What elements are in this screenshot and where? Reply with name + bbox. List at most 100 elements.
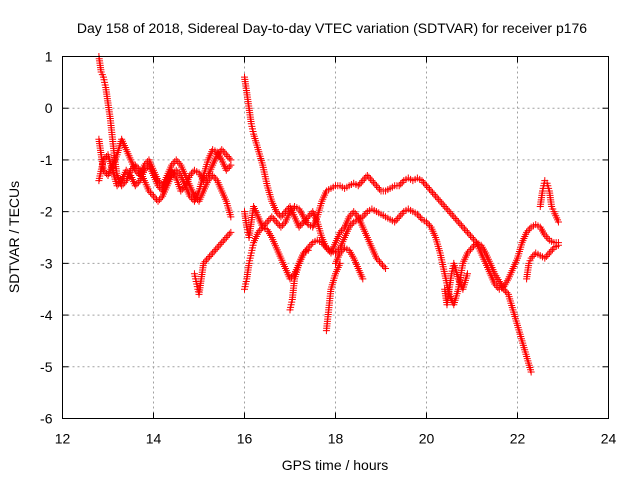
data-point	[213, 244, 221, 252]
data-point	[524, 227, 532, 235]
data-point	[201, 258, 209, 266]
data-point	[372, 182, 380, 190]
y-tick-label: -5	[40, 359, 53, 375]
data-point	[256, 227, 264, 235]
data-point	[418, 177, 426, 185]
x-tick-label: 24	[601, 431, 617, 447]
data-point	[360, 211, 368, 219]
data-point	[382, 265, 390, 273]
data-point	[468, 244, 476, 252]
data-point	[374, 184, 382, 192]
data-point	[357, 178, 365, 186]
data-point	[227, 213, 235, 221]
data-point	[272, 208, 280, 216]
data-point	[347, 211, 355, 219]
data-point	[500, 285, 508, 293]
y-axis-label: SDTVAR / TECUs	[6, 181, 22, 293]
data-point	[271, 216, 279, 224]
series-arc-2	[95, 135, 235, 221]
data-point	[218, 239, 226, 247]
data-point	[554, 241, 562, 249]
data-point	[436, 197, 444, 205]
data-point	[133, 168, 141, 176]
data-point	[433, 194, 441, 202]
data-point	[439, 201, 447, 209]
series-arc-7	[241, 205, 535, 376]
data-point	[304, 246, 312, 254]
data-point	[450, 213, 458, 221]
data-point	[115, 180, 123, 188]
data-point	[463, 270, 471, 278]
x-tick-label: 16	[237, 431, 253, 447]
data-point	[156, 196, 164, 204]
data-point	[453, 216, 461, 224]
data-point	[224, 152, 232, 160]
data-point	[221, 149, 229, 157]
x-tick-label: 18	[328, 431, 344, 447]
data-point	[224, 232, 232, 240]
data-point	[180, 184, 188, 192]
data-point	[451, 215, 459, 223]
data-point	[369, 178, 377, 186]
data-point	[203, 173, 211, 181]
data-point	[362, 209, 370, 217]
data-point	[360, 175, 368, 183]
data-point	[278, 211, 286, 219]
data-point	[336, 249, 344, 257]
series-arc-10	[332, 244, 367, 283]
grid	[62, 56, 609, 419]
data-point	[374, 256, 382, 264]
data-point	[177, 187, 185, 195]
data-point	[465, 230, 473, 238]
data-point	[297, 221, 305, 229]
data-point	[470, 235, 478, 243]
data-point	[377, 259, 385, 267]
data-point	[227, 156, 235, 164]
data-point	[221, 235, 229, 243]
data-point	[544, 234, 552, 242]
data-point	[447, 209, 455, 217]
data-point	[131, 166, 139, 174]
data-point	[265, 216, 273, 224]
data-point	[438, 199, 446, 207]
data-point	[394, 215, 402, 223]
data-point	[348, 220, 356, 228]
data-point	[225, 154, 233, 162]
data-point	[200, 177, 208, 185]
data-point	[542, 233, 550, 241]
x-tick-label: 14	[146, 431, 162, 447]
data-point	[172, 156, 180, 164]
series-arc-3	[95, 146, 235, 195]
data-point	[262, 220, 270, 228]
data-point	[351, 209, 359, 217]
data-point	[306, 242, 314, 250]
data-point	[442, 204, 450, 212]
data-point	[218, 146, 226, 154]
data-point	[277, 213, 285, 221]
data-point	[423, 182, 430, 190]
data-point	[99, 156, 107, 164]
data-point	[429, 189, 437, 197]
y-tick-label: -2	[40, 204, 53, 220]
data-point	[101, 154, 109, 162]
data-point	[459, 223, 467, 231]
data-point	[148, 190, 156, 198]
data-point	[222, 234, 230, 241]
data-point	[454, 218, 462, 226]
data-point	[174, 158, 182, 166]
data-point	[379, 261, 387, 269]
data-point	[426, 221, 434, 229]
data-point	[397, 180, 405, 188]
data-point	[274, 209, 282, 217]
data-point	[368, 177, 376, 185]
data-point	[353, 211, 361, 219]
data-point	[157, 194, 165, 202]
data-point	[545, 249, 553, 257]
data-point	[207, 251, 215, 259]
data-point	[548, 246, 556, 254]
data-point	[463, 228, 471, 236]
data-point	[395, 182, 403, 190]
data-point	[419, 178, 427, 186]
data-point	[216, 240, 224, 248]
